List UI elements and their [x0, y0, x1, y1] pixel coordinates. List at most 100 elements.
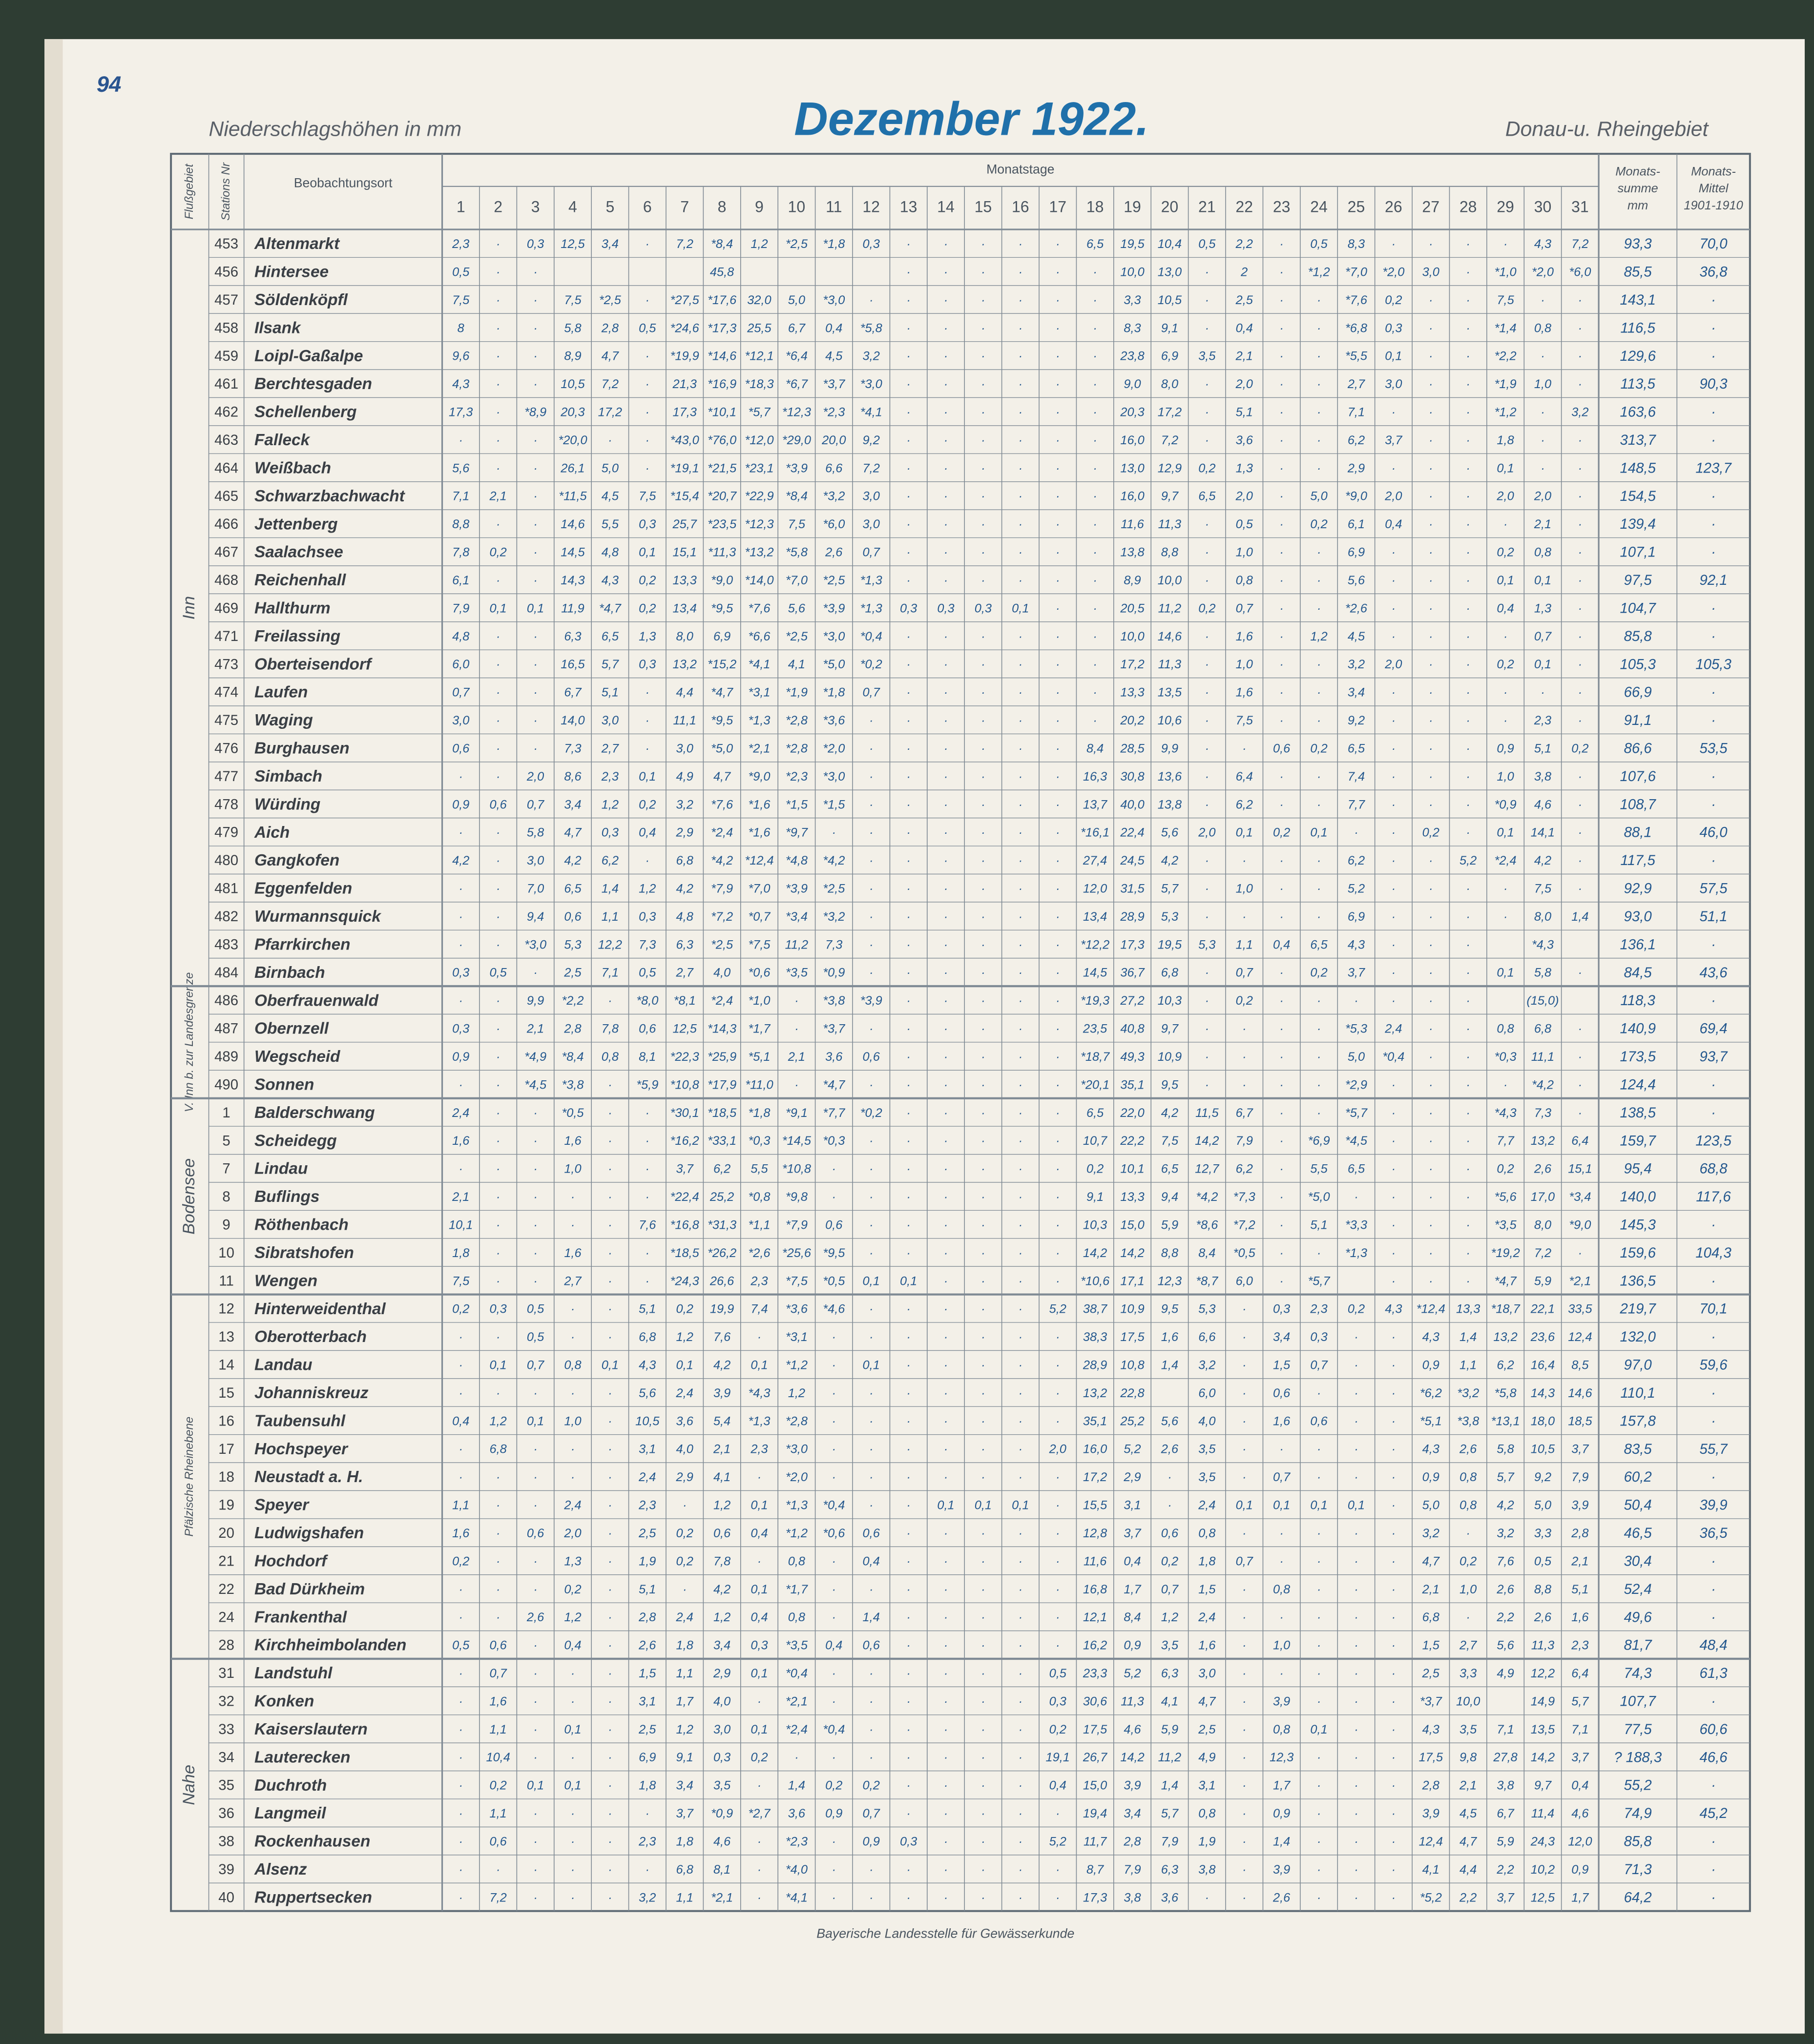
daily-value: 15,0 [1120, 1218, 1144, 1232]
daily-value: · [981, 1190, 985, 1204]
monthly-value: 55,7 [1699, 1441, 1728, 1457]
daily-value: · [906, 1022, 910, 1036]
daily-value: · [1578, 686, 1582, 700]
daily-value: 10,5 [635, 1414, 660, 1428]
daily-value: 6,2 [602, 854, 619, 867]
daily-value: · [944, 1330, 948, 1344]
daily-value: 6,5 [1198, 490, 1216, 503]
daily-value: · [459, 910, 463, 924]
daily-value: *4,3 [748, 1386, 770, 1400]
daily-value: · [1019, 1723, 1022, 1736]
daily-value: · [906, 1891, 910, 1904]
daily-value: 3,2 [1497, 1527, 1514, 1540]
daily-value: · [1354, 1863, 1358, 1877]
daily-value: 7,2 [863, 461, 880, 475]
daily-value: · [944, 938, 948, 951]
daily-value: · [1056, 1583, 1060, 1596]
daily-value: 1,2 [1310, 630, 1327, 643]
station-number: 471 [214, 628, 238, 644]
daily-value: *9,0 [1345, 490, 1367, 503]
daily-value: · [496, 938, 500, 951]
daily-value: · [533, 714, 537, 727]
station-name: Obernzell [254, 1020, 329, 1038]
daily-value: · [1392, 882, 1396, 896]
daily-value: *17,3 [708, 321, 736, 335]
daily-value: · [496, 1246, 500, 1260]
daily-value: · [1541, 461, 1544, 475]
daily-value: *5,7 [1345, 1106, 1368, 1120]
daily-value: · [944, 434, 948, 447]
daily-value: · [1429, 882, 1433, 896]
daily-value: *5,1 [1420, 1414, 1442, 1428]
daily-value: · [1392, 1779, 1396, 1793]
daily-value: · [496, 910, 500, 924]
daily-value: · [459, 1751, 463, 1764]
daily-value: 5,6 [1497, 1639, 1514, 1652]
daily-value: · [571, 1330, 575, 1344]
daily-value: · [533, 1554, 537, 1568]
daily-value: 0,2 [452, 1554, 469, 1568]
daily-value: 1,3 [1534, 601, 1551, 615]
daily-value: · [459, 1330, 463, 1344]
daily-value: *22,9 [745, 490, 773, 503]
station-name: Schwarzbachwacht [254, 487, 406, 505]
daily-value: · [1019, 1667, 1022, 1680]
daily-value: · [1466, 434, 1470, 447]
daily-value: · [906, 461, 910, 475]
daily-value: · [944, 742, 948, 755]
daily-value: *0,6 [748, 966, 771, 980]
daily-value: 0,9 [825, 1807, 842, 1820]
daily-value: · [1466, 406, 1470, 419]
daily-value: · [1242, 1723, 1246, 1736]
daily-value: 1,4 [1161, 1779, 1178, 1793]
daily-value: · [1019, 237, 1022, 251]
daily-value: · [1056, 490, 1060, 503]
daily-value: · [981, 1330, 985, 1344]
daily-value: · [906, 742, 910, 755]
daily-value: 4,0 [713, 1694, 730, 1708]
daily-value: *7,2 [711, 910, 733, 924]
daily-value: *6,0 [1569, 265, 1591, 279]
river-header: Flußgebiet [183, 163, 196, 219]
daily-value: 13,7 [1083, 798, 1107, 811]
daily-value: 9,7 [1161, 490, 1179, 503]
daily-value: 1,2 [751, 237, 768, 251]
daily-value: 0,9 [1124, 1639, 1141, 1652]
station-number: 457 [214, 292, 238, 308]
daily-value: *2,6 [748, 1246, 771, 1260]
daily-value: 3,8 [1534, 770, 1551, 784]
daily-value: 0,7 [1236, 601, 1253, 615]
daily-value: · [1354, 1694, 1358, 1708]
daily-value: *2,5 [711, 938, 733, 951]
daily-value: *2,3 [786, 770, 808, 784]
daily-value: 6,8 [1422, 1610, 1439, 1624]
daily-value: 12,5 [672, 1022, 697, 1036]
daily-value: · [1466, 714, 1470, 727]
daily-value: 0,9 [1497, 742, 1514, 755]
daily-value: *18,5 [708, 1106, 737, 1120]
daily-value: · [1354, 1639, 1358, 1652]
daily-value: · [533, 1386, 537, 1400]
daily-value: 0,9 [1273, 1807, 1290, 1820]
daily-value: 2,1 [713, 1443, 730, 1456]
daily-value: · [832, 1694, 836, 1708]
daily-value: *0,9 [823, 966, 845, 980]
daily-value: 0,1 [1310, 1499, 1327, 1512]
daily-value: · [944, 1106, 948, 1120]
daily-value: · [1056, 1078, 1060, 1092]
daily-value: *3,9 [823, 601, 845, 615]
daily-value: 10,8 [1120, 1358, 1144, 1372]
daily-value: · [1056, 798, 1060, 811]
daily-value: 1,9 [1198, 1835, 1215, 1848]
monthly-value: 71,3 [1624, 1861, 1652, 1878]
daily-value: *7,9 [711, 882, 733, 896]
daily-value: *18,7 [1491, 1302, 1520, 1316]
daily-value: · [906, 1443, 910, 1456]
daily-value: 14,6 [1158, 630, 1182, 643]
daily-value: · [981, 1302, 985, 1316]
daily-value: · [944, 1583, 948, 1596]
daily-value: 0,4 [825, 1639, 842, 1652]
daily-value: *3,9 [786, 461, 808, 475]
daily-value: · [1205, 1891, 1209, 1904]
monthly-value: 70,0 [1699, 236, 1728, 252]
